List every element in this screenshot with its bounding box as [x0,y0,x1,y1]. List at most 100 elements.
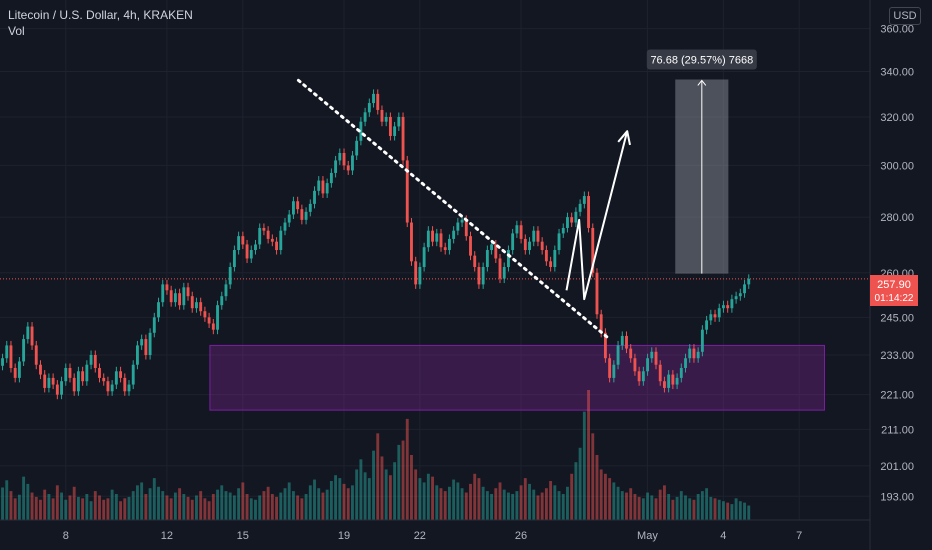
candle-body [696,351,700,359]
candle-body [367,103,371,113]
candle-body [321,180,325,194]
projection-arrowhead [617,130,631,146]
candle-body [237,236,241,251]
volume-bar [363,472,367,520]
candle-body [447,238,451,251]
candle-body [422,247,426,268]
volume-bar [241,482,245,520]
projection-arrow[interactable] [565,130,631,301]
candle-body [511,233,515,251]
candle-body [629,348,633,359]
volume-bar [34,496,38,520]
volume-bar [603,473,607,520]
volume-bar [743,502,746,520]
candle-body [688,348,692,359]
volume-bar [72,486,76,520]
candles [1,89,751,400]
candle-body [410,222,413,262]
volume-bar [245,494,249,520]
candle-body [658,364,662,382]
volume-bar [435,485,439,520]
candle-body [443,247,447,251]
volume-bar [169,498,173,520]
time-tick-label: May [637,530,658,542]
volume-bar [469,483,472,520]
volume-bar [262,491,266,520]
volume-bar [747,505,751,520]
demand-zone[interactable] [209,344,825,411]
volume-bar [9,491,13,520]
currency-badge[interactable]: USD [889,7,921,25]
trendline[interactable] [296,78,612,341]
candle-body [26,326,30,340]
candle-body [595,272,599,315]
candle-body [203,311,207,318]
volume-bar [557,491,561,520]
volume-bar [620,491,624,520]
volume-bar [13,498,17,520]
volume-bar [464,492,468,520]
time-tick-label: 19 [338,530,350,542]
volume-bar [511,494,515,520]
volume-bar [216,489,219,520]
candle-body [469,236,472,256]
volume-bar [671,499,675,520]
candle-body [296,201,300,210]
candle-body [717,308,721,318]
candle-body [603,332,607,359]
volume-bar [574,462,578,520]
volume-bar [393,462,397,520]
volume-bar [490,494,494,520]
volume-label[interactable]: Vol [8,24,25,38]
volume-bar [418,478,422,520]
candle-body [426,230,430,248]
candle-body [574,211,578,223]
candle-body [528,241,531,251]
symbol-title[interactable]: Litecoin / U.S. Dollar, 4h, KRAKEN [8,8,193,22]
volume-bar [1,487,4,520]
candle-body [64,367,68,382]
volume-bar [376,433,380,520]
volume-bar [98,495,101,520]
candle-body [456,222,460,231]
candle-body [557,233,561,251]
volume-bar [456,482,460,520]
candle-body [460,219,464,223]
candle-body [313,190,316,204]
volume-bar [582,411,586,520]
volume-bar [515,491,519,520]
candle-body [612,364,616,378]
candle-body [220,296,224,306]
candle-body [747,278,751,285]
candle-body [561,227,565,234]
volume-bar [157,486,160,520]
volume-bar [667,494,671,520]
volume-bar [114,494,118,520]
price-axis[interactable]: 193.00201.00211.00221.00233.00245.00260.… [880,24,914,504]
volume-bar [612,482,616,520]
volume-bar [544,488,548,520]
time-axis[interactable]: 8 12 15 19 22 26 May 4 7 [63,530,803,542]
volume-bar [447,486,451,520]
volume-bar [287,482,291,520]
volume-bar [401,440,405,520]
volume-bar [291,491,295,520]
volume-bar [296,495,300,520]
volume-bar [308,485,312,520]
measure-tool[interactable]: 76.68 (29.57%) 7668 [646,49,757,274]
volume-bar [93,491,97,520]
volume-bar [17,494,21,520]
volume-bar [507,492,510,520]
measure-label-box [646,49,757,70]
candle-body [418,267,422,285]
candle-body [224,284,228,297]
volume-bar [254,499,257,520]
volume-bar [633,494,637,520]
volume-bar [329,481,333,520]
volume-bar [270,494,274,520]
candle-body [317,180,321,191]
volume-bar [473,473,477,520]
volume-bar [460,488,464,520]
candle-body [700,329,704,352]
